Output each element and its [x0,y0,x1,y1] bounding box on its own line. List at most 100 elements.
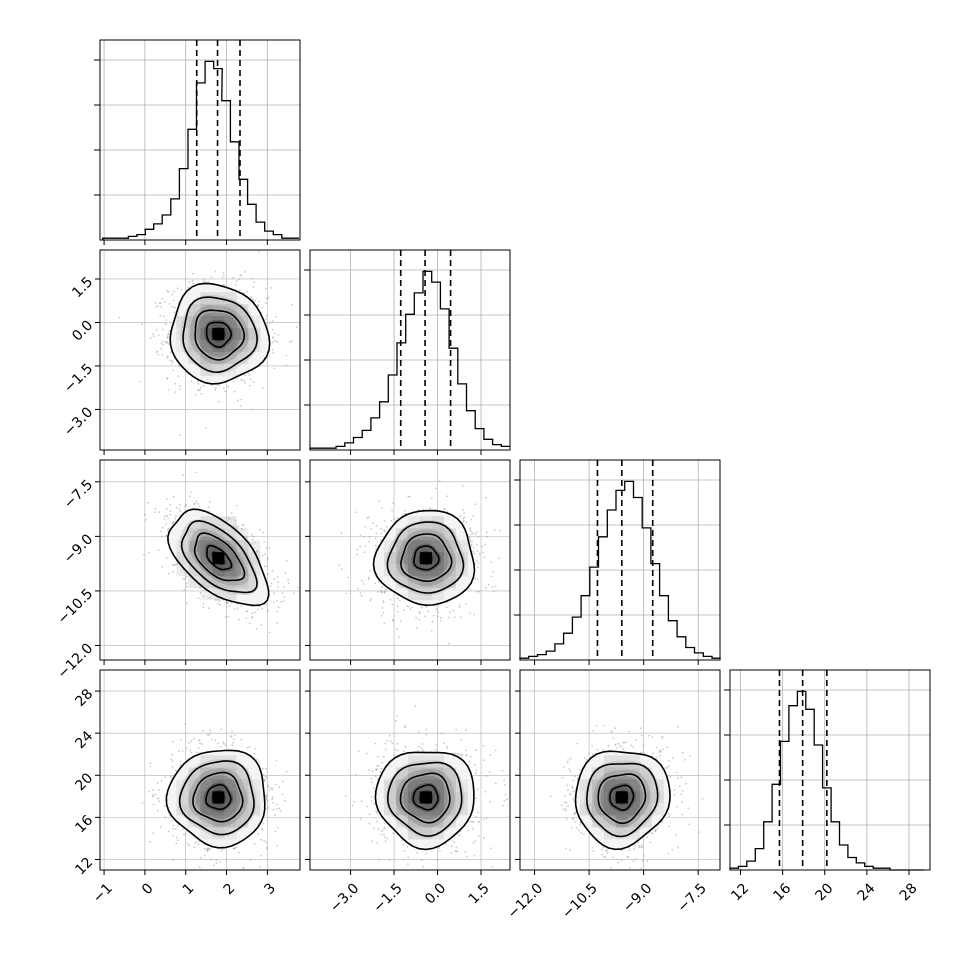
density-cell [248,328,261,341]
density-peak-1-0 [212,328,225,341]
scatter-point [401,839,403,842]
scatter-point [404,746,407,748]
scatter-point [474,577,477,580]
scatter-point [651,736,654,738]
density-cell [431,755,444,768]
scatter-point [173,311,176,314]
scatter-point [218,384,221,387]
scatter-point [366,516,369,519]
scatter-panel-3-2 [515,669,721,875]
scatter-point [182,474,184,477]
scatter-point [675,771,678,774]
scatter-point [638,846,641,849]
density-cell [443,528,456,541]
density-cell [200,803,213,816]
scatter-point [230,735,233,738]
contour-3-1-0 [412,784,439,811]
density-cell [248,791,261,804]
scatter-point [464,516,466,519]
scatter-point [671,848,674,851]
scatter-point [391,509,393,512]
scatter-point [470,543,473,546]
scatter-point [204,854,206,857]
y-tick-label-3-4: 28 [72,686,96,710]
scatter-point [273,367,276,370]
scatter-point [154,302,157,304]
scatter-point [264,775,267,778]
scatter-point [493,590,495,593]
density-cell [212,352,225,365]
scatter-point [577,829,580,831]
density-cell [419,827,432,840]
scatter-point [475,797,477,800]
scatter-point [376,813,379,816]
scatter-point [374,544,377,547]
scatter-point [462,517,465,520]
scatter-point [262,822,265,825]
scatter-point [202,603,205,605]
scatter-point [178,508,181,511]
scatter-point [207,506,210,508]
scatter-point [285,364,288,367]
scatter-point [209,731,212,734]
scatter-point [192,272,194,275]
scatter-point [487,583,490,586]
x-tick-label-2-2: −9.0 [620,880,655,915]
scatter-point [219,861,221,863]
scatter-point [181,749,184,752]
density-cell [591,803,604,816]
scatter-point [277,333,280,336]
scatter-point [274,332,276,334]
scatter-point [654,830,657,832]
histogram-panel-2 [514,459,721,665]
scatter-point [397,610,399,613]
scatter-point [431,620,434,623]
scatter-point [197,747,200,750]
density-cell [615,815,628,828]
scatter-point [373,827,375,830]
histogram-panel-0 [94,39,301,245]
scatter-point [591,745,593,747]
scatter-point [388,859,391,861]
scatter-point [189,749,192,752]
scatter-point [252,286,255,288]
density-cell [395,779,408,792]
density-cell [248,552,261,565]
scatter-point [244,271,246,273]
scatter-point [159,302,162,305]
scatter-point [172,369,175,372]
density-cell [615,827,628,840]
scatter-point [402,750,405,752]
scatter-point [396,516,399,519]
scatter-point [271,796,274,799]
scatter-point [572,779,575,782]
scatter-point [297,587,299,589]
scatter-point [149,840,152,843]
density-cell [431,564,444,577]
scatter-point [642,751,645,754]
scatter-point [683,759,686,761]
scatter-point [458,604,461,607]
scatter-point [266,559,269,561]
scatter-point [240,398,242,401]
scatter-point [383,755,385,758]
density-cell [443,803,456,816]
scatter-point [248,384,251,387]
scatter-point [395,719,397,722]
scatter-point [592,850,595,852]
density-cell [591,767,604,780]
scatter-point [194,502,196,505]
density-cell [176,564,189,577]
scatter-point [460,738,462,741]
scatter-point [190,491,192,494]
scatter-point [367,578,370,580]
contour-2-1-0 [413,545,440,571]
scatter-point [241,523,244,526]
contour-3-0-3 [165,749,266,849]
scatter-point [187,286,190,289]
scatter-point [376,841,378,844]
scatter-point [658,751,661,753]
scatter-point [254,747,257,750]
density-cell [248,540,261,553]
